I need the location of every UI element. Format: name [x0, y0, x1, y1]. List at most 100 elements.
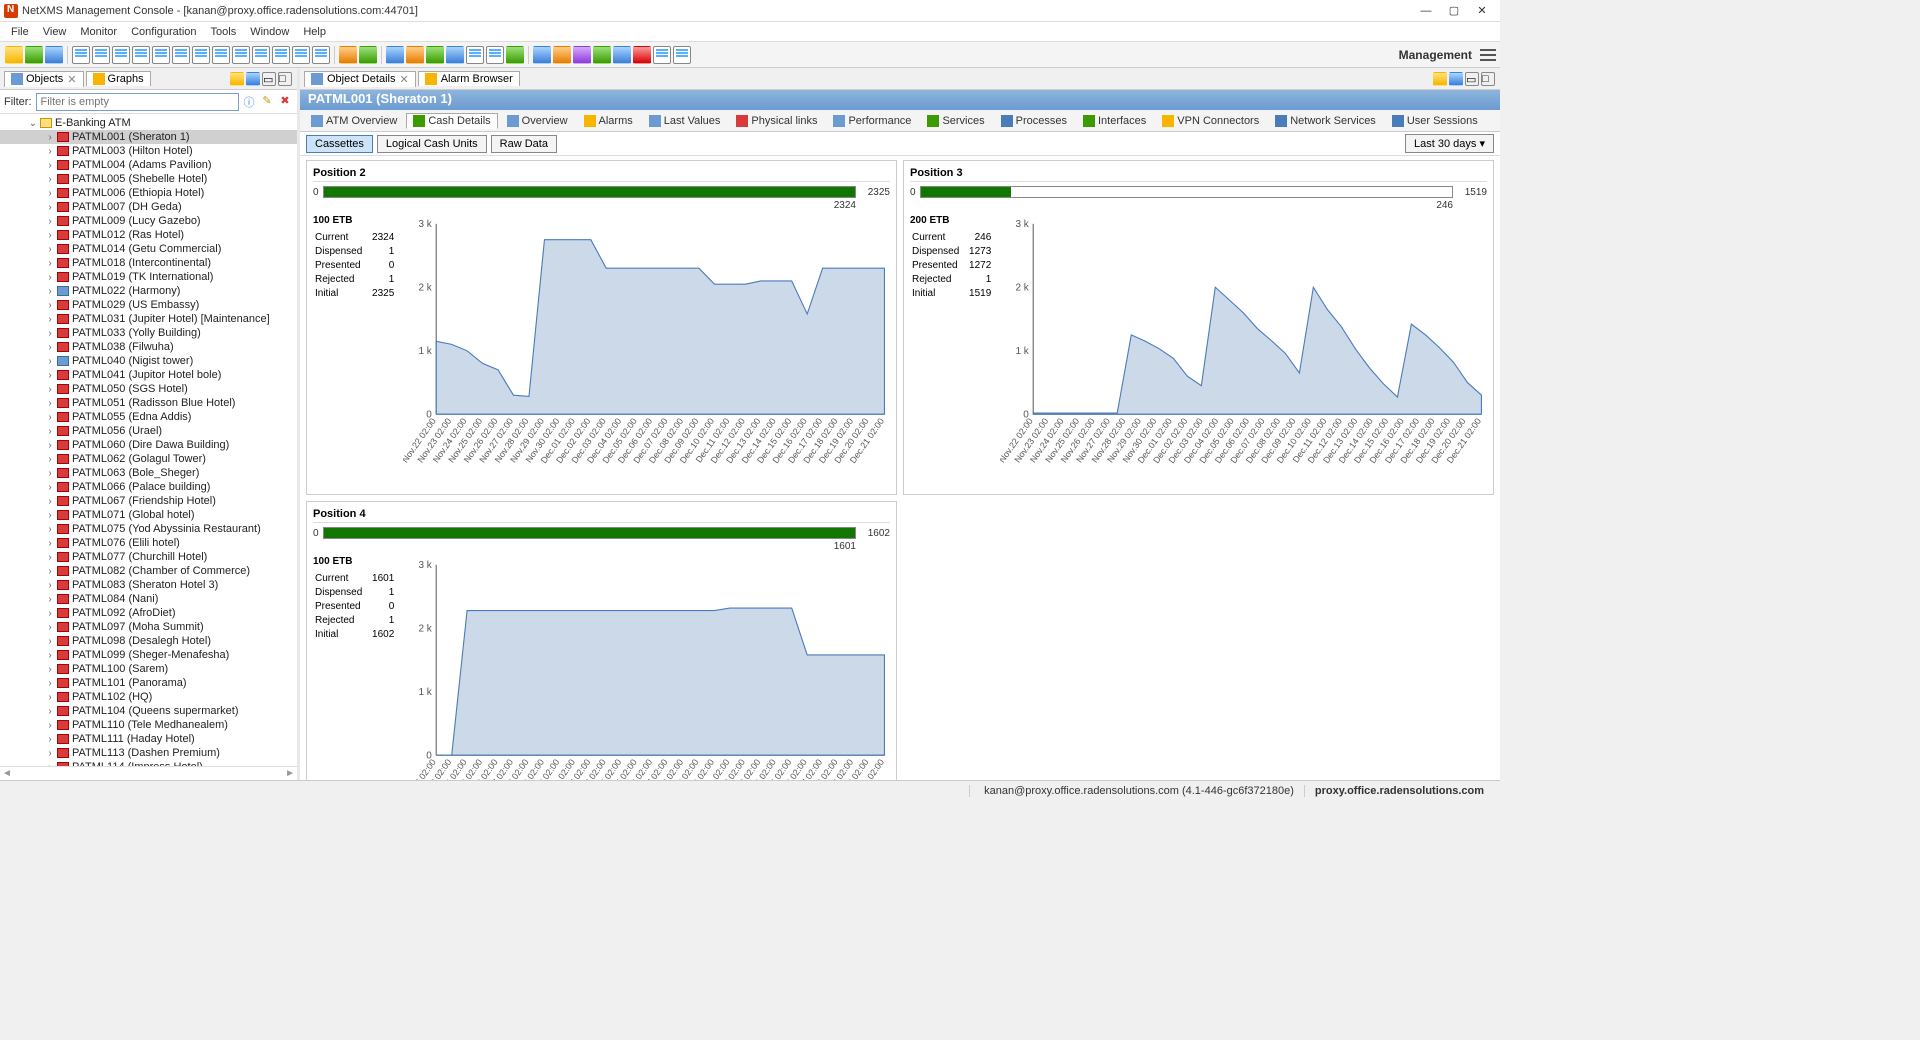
link-icon[interactable]	[1433, 72, 1447, 86]
tree-root[interactable]: ⌄E-Banking ATM	[0, 116, 297, 130]
tree-item[interactable]: ›PATML051 (Radisson Blue Hotel)	[0, 396, 297, 410]
tree-item[interactable]: ›PATML082 (Chamber of Commerce)	[0, 564, 297, 578]
detail-tab-last-values[interactable]: Last Values	[642, 113, 728, 129]
tree-item[interactable]: ›PATML006 (Ethiopia Hotel)	[0, 186, 297, 200]
tool-icon[interactable]	[533, 46, 551, 64]
tree-item[interactable]: ›PATML012 (Ras Hotel)	[0, 228, 297, 242]
tree-item[interactable]: ›PATML050 (SGS Hotel)	[0, 382, 297, 396]
tree-item[interactable]: ›PATML084 (Nani)	[0, 592, 297, 606]
tree-item[interactable]: ›PATML022 (Harmony)	[0, 284, 297, 298]
tree-item[interactable]: ›PATML100 (Sarem)	[0, 662, 297, 676]
menu-help[interactable]: Help	[296, 24, 333, 40]
tree-item[interactable]: ›PATML007 (DH Geda)	[0, 200, 297, 214]
detail-tab-performance[interactable]: Performance	[826, 113, 918, 129]
tree-item[interactable]: ›PATML019 (TK International)	[0, 270, 297, 284]
tree-item[interactable]: ›PATML060 (Dire Dawa Building)	[0, 438, 297, 452]
close-button[interactable]: ✕	[1468, 2, 1496, 20]
maximize-view-icon[interactable]: □	[1481, 72, 1495, 86]
detail-tab-cash-details[interactable]: Cash Details	[406, 113, 497, 129]
tree-item[interactable]: ›PATML009 (Lucy Gazebo)	[0, 214, 297, 228]
tool-icon[interactable]	[553, 46, 571, 64]
refresh-icon[interactable]	[1449, 72, 1463, 86]
tool-icon[interactable]	[506, 46, 524, 64]
tool-icon[interactable]	[92, 46, 110, 64]
minimize-button[interactable]: —	[1412, 2, 1440, 20]
tree-item[interactable]: ›PATML029 (US Embassy)	[0, 298, 297, 312]
tool-icon[interactable]	[593, 46, 611, 64]
tool-icon[interactable]	[252, 46, 270, 64]
h-scrollbar[interactable]: ◄►	[0, 766, 297, 780]
tree-item[interactable]: ›PATML097 (Moha Summit)	[0, 620, 297, 634]
tree-item[interactable]: ›PATML038 (Filwuha)	[0, 340, 297, 354]
detail-tab-services[interactable]: Services	[920, 113, 991, 129]
tool-icon[interactable]	[573, 46, 591, 64]
tool-icon[interactable]	[212, 46, 230, 64]
detail-tab-processes[interactable]: Processes	[994, 113, 1074, 129]
tree-item[interactable]: ›PATML031 (Jupiter Hotel) [Maintenance]	[0, 312, 297, 326]
tree-item[interactable]: ›PATML071 (Global hotel)	[0, 508, 297, 522]
tab-object-details[interactable]: Object Details ✕	[304, 71, 416, 87]
tree-item[interactable]: ›PATML014 (Getu Commercial)	[0, 242, 297, 256]
tree-item[interactable]: ›PATML056 (Urael)	[0, 424, 297, 438]
menu-window[interactable]: Window	[243, 24, 296, 40]
tool-icon[interactable]	[152, 46, 170, 64]
tree-item[interactable]: ›PATML101 (Panorama)	[0, 676, 297, 690]
tree-item[interactable]: ›PATML018 (Intercontinental)	[0, 256, 297, 270]
minimize-view-icon[interactable]: ▭	[1465, 72, 1479, 86]
tree-item[interactable]: ›PATML066 (Palace building)	[0, 480, 297, 494]
refresh-icon[interactable]	[246, 72, 260, 86]
menu-configuration[interactable]: Configuration	[124, 24, 203, 40]
tool-icon[interactable]	[426, 46, 444, 64]
close-icon[interactable]: ✕	[399, 73, 408, 86]
menu-monitor[interactable]: Monitor	[73, 24, 124, 40]
tree-item[interactable]: ›PATML003 (Hilton Hotel)	[0, 144, 297, 158]
tree-item[interactable]: ›PATML077 (Churchill Hotel)	[0, 550, 297, 564]
tree-item[interactable]: ›PATML098 (Desalegh Hotel)	[0, 634, 297, 648]
tool-icon[interactable]	[25, 46, 43, 64]
tree-item[interactable]: ›PATML062 (Golagul Tower)	[0, 452, 297, 466]
tool-icon[interactable]	[653, 46, 671, 64]
tool-icon[interactable]	[406, 46, 424, 64]
tab-graphs[interactable]: Graphs	[86, 71, 151, 86]
perspective-label[interactable]: Management	[1399, 48, 1472, 62]
tree-item[interactable]: ›PATML076 (Elili hotel)	[0, 536, 297, 550]
tree-item[interactable]: ›PATML040 (Nigist tower)	[0, 354, 297, 368]
tool-icon[interactable]	[486, 46, 504, 64]
tool-icon[interactable]	[446, 46, 464, 64]
close-icon[interactable]: ✕	[67, 73, 76, 86]
tool-icon[interactable]	[673, 46, 691, 64]
tool-icon[interactable]	[45, 46, 63, 64]
detail-tab-interfaces[interactable]: Interfaces	[1076, 113, 1153, 129]
detail-tab-alarms[interactable]: Alarms	[577, 113, 640, 129]
tree-item[interactable]: ›PATML063 (Bole_Sheger)	[0, 466, 297, 480]
tool-icon[interactable]	[272, 46, 290, 64]
tool-icon[interactable]	[613, 46, 631, 64]
tree-item[interactable]: ›PATML004 (Adams Pavilion)	[0, 158, 297, 172]
menu-view[interactable]: View	[36, 24, 74, 40]
tool-icon[interactable]	[292, 46, 310, 64]
range-selector[interactable]: Last 30 days ▾	[1405, 134, 1494, 153]
tree-item[interactable]: ›PATML104 (Queens supermarket)	[0, 704, 297, 718]
tree-item[interactable]: ›PATML055 (Edna Addis)	[0, 410, 297, 424]
tree-item[interactable]: ›PATML111 (Haday Hotel)	[0, 732, 297, 746]
tree-item[interactable]: ›PATML033 (Yolly Building)	[0, 326, 297, 340]
filter-del-icon[interactable]: ✖	[277, 94, 293, 110]
tool-icon[interactable]	[112, 46, 130, 64]
detail-tab-user-sessions[interactable]: User Sessions	[1385, 113, 1485, 129]
tree-item[interactable]: ›PATML075 (Yod Abyssinia Restaurant)	[0, 522, 297, 536]
clear-filter-icon[interactable]: ✎	[259, 94, 275, 110]
detail-tab-physical-links[interactable]: Physical links	[729, 113, 824, 129]
tree-item[interactable]: ›PATML110 (Tele Medhanealem)	[0, 718, 297, 732]
sub-button-cassettes[interactable]: Cassettes	[306, 135, 373, 153]
sub-button-logical-cash-units[interactable]: Logical Cash Units	[377, 135, 487, 153]
tree-item[interactable]: ›PATML067 (Friendship Hotel)	[0, 494, 297, 508]
menu-file[interactable]: File	[4, 24, 36, 40]
info-icon[interactable]: ⓘ	[241, 94, 257, 110]
detail-tab-atm-overview[interactable]: ATM Overview	[304, 113, 404, 129]
tool-icon[interactable]	[172, 46, 190, 64]
tool-icon[interactable]	[339, 46, 357, 64]
tool-icon[interactable]	[232, 46, 250, 64]
tree-item[interactable]: ›PATML083 (Sheraton Hotel 3)	[0, 578, 297, 592]
tool-icon[interactable]	[633, 46, 651, 64]
tab-objects[interactable]: Objects ✕	[4, 71, 84, 87]
